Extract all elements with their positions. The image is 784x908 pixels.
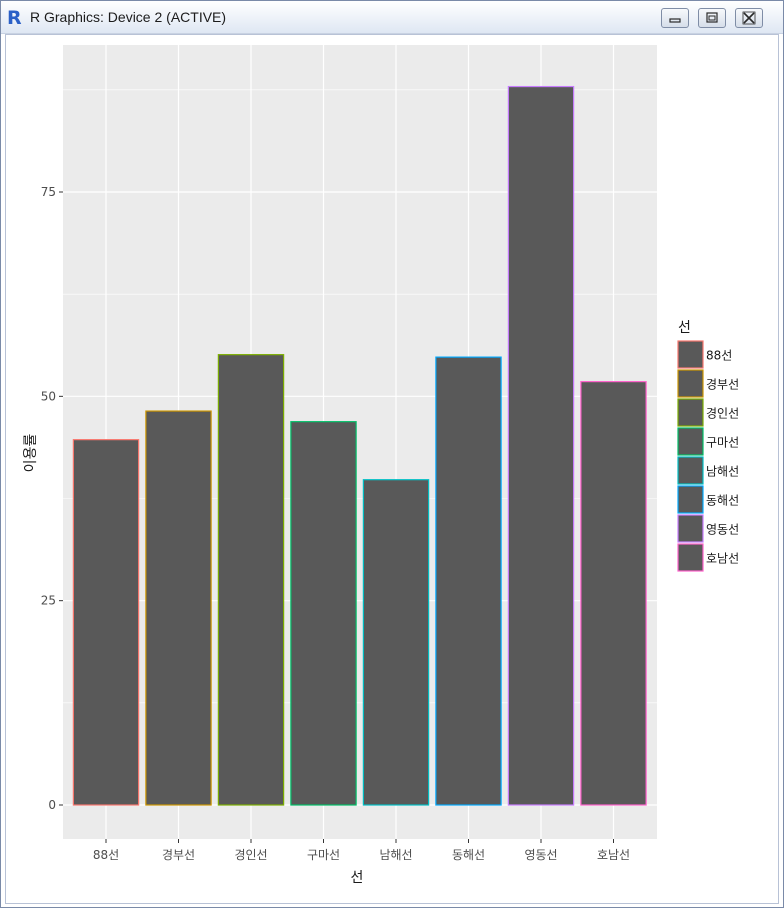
legend-label: 남해선 bbox=[706, 465, 739, 479]
legend-label: 경인선 bbox=[706, 407, 739, 421]
y-tick-label: 50 bbox=[41, 389, 56, 403]
x-tick-label: 남해선 bbox=[379, 848, 412, 862]
close-button[interactable] bbox=[735, 8, 763, 28]
x-tick-label: 경인선 bbox=[234, 848, 267, 862]
legend-key bbox=[677, 514, 704, 543]
bar-1 bbox=[145, 410, 212, 806]
legend-label: 88선 bbox=[706, 349, 732, 363]
bars-group bbox=[72, 85, 647, 806]
minimize-icon bbox=[669, 18, 681, 23]
legend-key bbox=[677, 340, 704, 369]
legend-key bbox=[677, 456, 704, 485]
y-axis: 0 25 50 75 bbox=[41, 185, 63, 812]
x-axis-title: 선 bbox=[351, 870, 364, 886]
y-axis-title: 이용률 bbox=[23, 434, 39, 473]
legend-key bbox=[677, 427, 704, 456]
r-logo-icon: R bbox=[7, 7, 22, 29]
x-tick-label: 경부선 bbox=[162, 848, 195, 862]
minimize-button[interactable] bbox=[661, 8, 689, 28]
window-title: R Graphics: Device 2 (ACTIVE) bbox=[30, 9, 227, 25]
maximize-icon bbox=[706, 12, 718, 23]
bar-2 bbox=[217, 354, 285, 806]
x-tick-label: 동해선 bbox=[452, 848, 485, 862]
x-tick-label: 영동선 bbox=[524, 848, 557, 862]
title-bar[interactable]: R R Graphics: Device 2 (ACTIVE) bbox=[1, 1, 783, 34]
x-tick-label: 88선 bbox=[93, 848, 119, 862]
y-tick-label: 75 bbox=[41, 185, 56, 199]
bar-4 bbox=[362, 479, 430, 806]
close-icon bbox=[742, 11, 756, 25]
bar-6 bbox=[507, 85, 575, 806]
legend-title: 선 bbox=[678, 320, 691, 336]
legend-label: 영동선 bbox=[706, 523, 739, 537]
legend-label: 구마선 bbox=[706, 436, 739, 450]
y-tick-label: 0 bbox=[48, 798, 56, 812]
x-tick-label: 호남선 bbox=[597, 848, 630, 862]
bar-7 bbox=[580, 381, 647, 806]
legend-key bbox=[677, 398, 704, 427]
bar-0 bbox=[72, 439, 140, 806]
legend-key bbox=[677, 543, 704, 572]
x-tick-label: 구마선 bbox=[307, 848, 340, 862]
maximize-button[interactable] bbox=[698, 8, 726, 28]
x-axis: 88선 경부선 경인선 구마선 남해선 동해선 영동선 호남선 bbox=[93, 839, 630, 862]
y-tick-label: 25 bbox=[41, 594, 56, 608]
legend-label: 경부선 bbox=[706, 378, 739, 392]
legend-key bbox=[677, 369, 704, 398]
bar-5 bbox=[435, 356, 502, 806]
bar-3 bbox=[290, 421, 357, 806]
legend-label: 호남선 bbox=[706, 552, 739, 566]
legend-key bbox=[677, 485, 704, 514]
legend-label: 동해선 bbox=[706, 494, 739, 508]
